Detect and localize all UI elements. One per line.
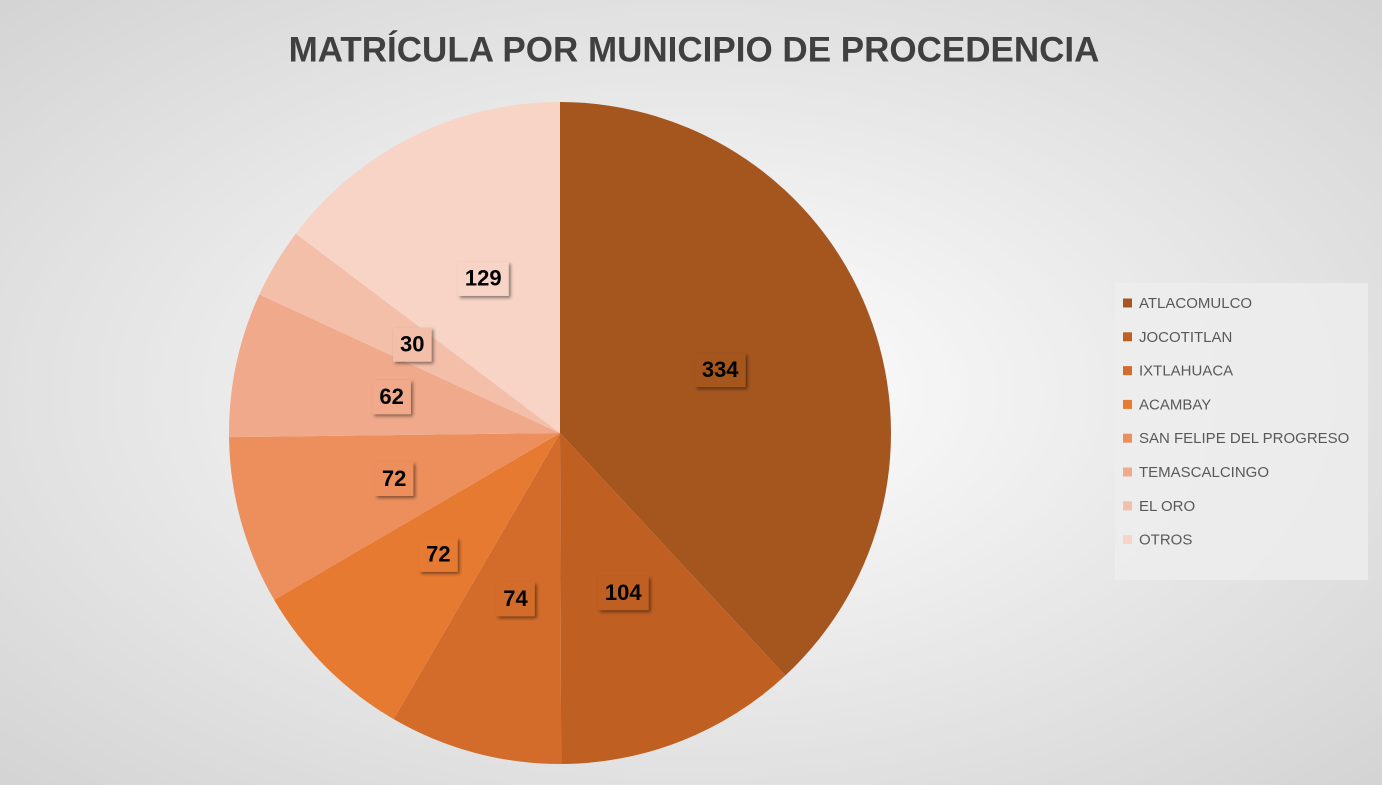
data-label-box xyxy=(597,576,649,611)
data-label-box xyxy=(694,353,746,388)
pie-slice xyxy=(560,102,891,676)
legend-marker xyxy=(1123,467,1132,477)
legend-marker xyxy=(1123,298,1132,308)
data-label: 72 xyxy=(419,537,458,572)
data-label: 104 xyxy=(597,576,649,611)
data-label-text: 334 xyxy=(702,357,739,382)
data-label-box xyxy=(372,380,411,415)
legend-marker xyxy=(1123,433,1132,443)
pie-slice xyxy=(560,433,786,764)
legend-box xyxy=(1115,283,1368,580)
chart-title: MATRÍCULA POR MUNICIPIO DE PROCEDENCIA xyxy=(289,29,1100,69)
legend-label: SAN FELIPE DEL PROGRESO xyxy=(1139,430,1349,447)
data-label-text: 129 xyxy=(465,266,502,291)
data-label-box xyxy=(393,327,432,362)
data-label: 74 xyxy=(496,582,535,617)
pie-slice xyxy=(229,433,561,600)
legend-label: OTROS xyxy=(1139,532,1192,549)
legend-marker xyxy=(1123,535,1132,545)
data-label-box xyxy=(419,537,458,572)
pie-slice xyxy=(229,294,560,438)
data-label-box xyxy=(457,261,509,296)
legend-label: TEMASCALCINGO xyxy=(1139,464,1269,481)
legend-marker xyxy=(1123,501,1132,511)
data-label-text: 72 xyxy=(382,466,406,491)
legend-marker xyxy=(1123,399,1132,409)
data-label-text: 62 xyxy=(379,384,403,409)
data-label-text: 30 xyxy=(400,331,424,356)
pie-slice xyxy=(393,433,562,764)
pie-slice xyxy=(295,102,560,433)
data-label-box xyxy=(374,461,414,496)
data-label: 129 xyxy=(457,261,509,296)
legend-label: ATLACOMULCO xyxy=(1139,295,1252,312)
legend-marker xyxy=(1123,366,1132,376)
legend-marker xyxy=(1123,332,1132,342)
data-label: 334 xyxy=(694,353,746,388)
data-label: 30 xyxy=(393,327,432,362)
legend-label: JOCOTITLAN xyxy=(1139,329,1232,346)
data-label-text: 72 xyxy=(426,542,450,567)
data-label: 72 xyxy=(374,461,414,496)
data-label-box xyxy=(496,582,535,617)
data-label-text: 74 xyxy=(503,586,528,611)
data-label: 62 xyxy=(372,380,411,415)
pie-slice xyxy=(274,433,560,720)
data-label-text: 104 xyxy=(605,580,642,605)
legend-label: ACAMBAY xyxy=(1139,396,1211,413)
legend-label: IXTLAHUACA xyxy=(1139,363,1233,380)
legend-label: EL ORO xyxy=(1139,498,1195,515)
